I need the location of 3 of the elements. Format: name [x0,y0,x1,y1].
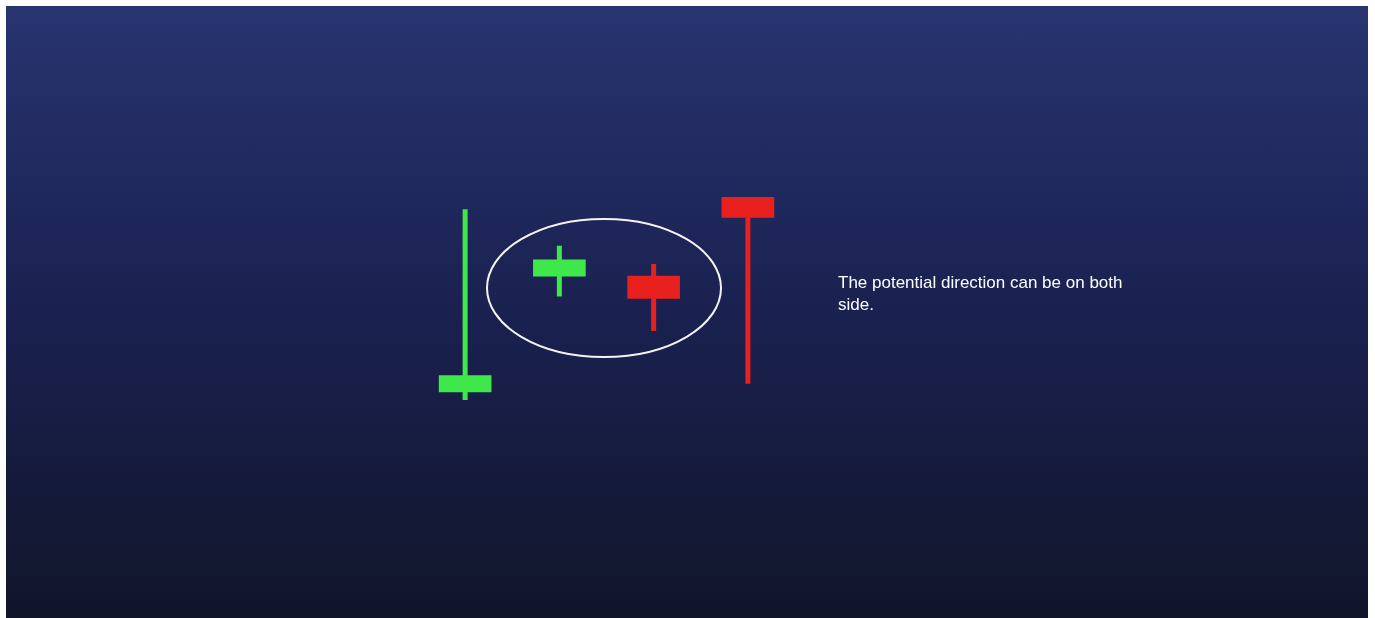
candlestick [438,209,492,400]
candlestick [721,197,775,384]
text: The potential direction can be on both side. [838,272,1124,316]
